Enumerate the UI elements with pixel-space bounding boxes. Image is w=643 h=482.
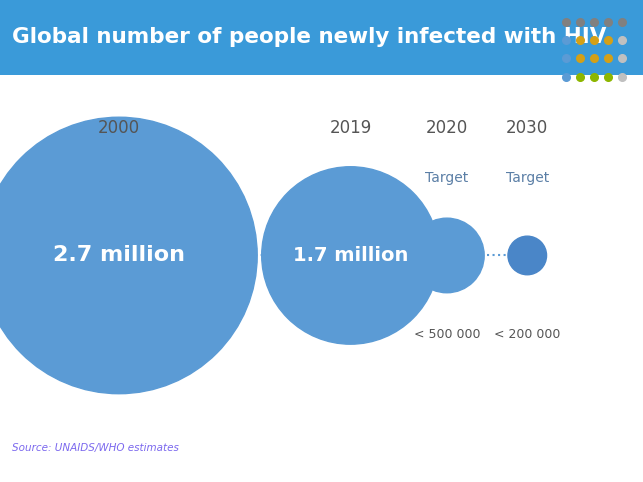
Text: Source: UNAIDS/WHO estimates: Source: UNAIDS/WHO estimates (12, 443, 179, 453)
Text: 1.7 million: 1.7 million (293, 246, 408, 265)
Ellipse shape (262, 167, 439, 344)
Text: 2030: 2030 (506, 119, 548, 137)
Text: < 500 000: < 500 000 (413, 329, 480, 341)
Text: < 200 000: < 200 000 (494, 329, 561, 341)
Bar (0, 0, 643, 75)
Text: Target: Target (505, 171, 549, 186)
Text: 2.7 million: 2.7 million (53, 245, 185, 266)
Ellipse shape (410, 218, 484, 293)
Text: 2020: 2020 (426, 119, 468, 137)
Text: 2019: 2019 (329, 119, 372, 137)
Text: Global number of people newly infected with HIV: Global number of people newly infected w… (12, 27, 606, 47)
Ellipse shape (0, 117, 257, 394)
Text: Target: Target (425, 171, 469, 186)
Ellipse shape (508, 236, 547, 275)
Text: 2000: 2000 (98, 119, 140, 137)
